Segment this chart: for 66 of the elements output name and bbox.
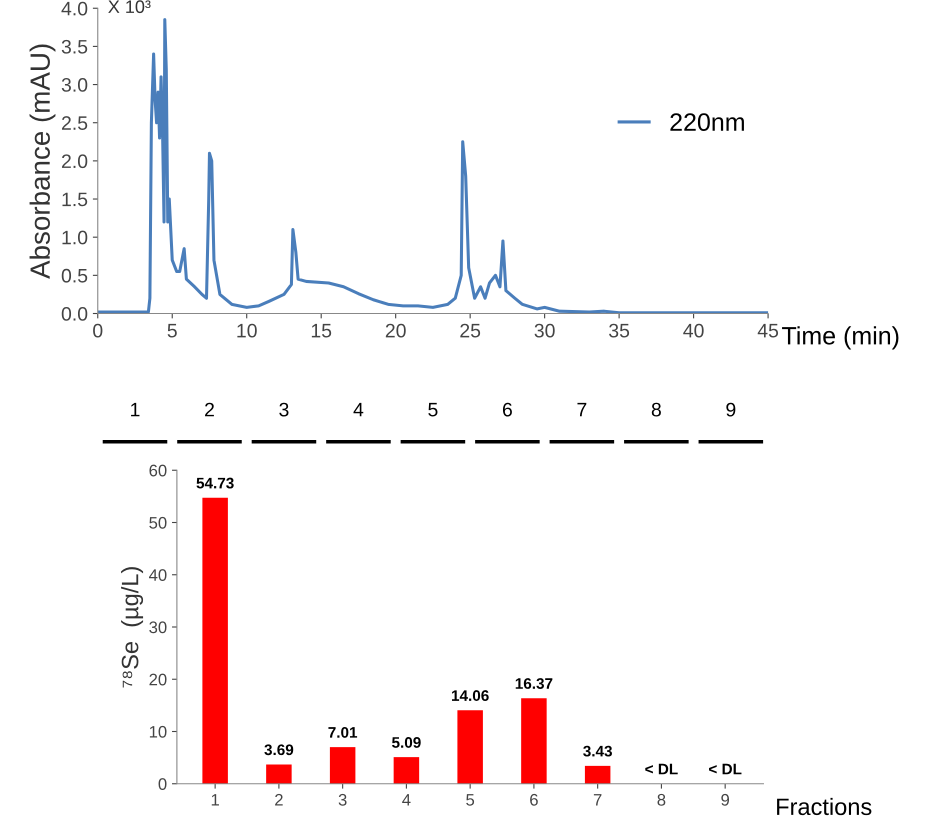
x-axis-title: Time (min) <box>782 326 898 350</box>
y-tick-label: 30 <box>149 621 167 634</box>
text: 2 <box>205 402 214 416</box>
y-axis-title: Absorbance (mAU) <box>30 44 56 279</box>
x-axis-title: Fractions <box>777 798 872 816</box>
x-tick-label: 30 <box>534 324 555 338</box>
x-tick-label: 35 <box>609 324 630 338</box>
bar <box>266 764 292 784</box>
x-tick-label: 5 <box>168 324 177 338</box>
x-tick-label: 7 <box>594 794 602 806</box>
x-tick-label: 20 <box>386 324 406 338</box>
y-tick-label: 4.0 <box>61 2 88 16</box>
x-tick-label: 45 <box>758 324 778 338</box>
text: < DL <box>709 764 742 774</box>
y-tick-label: 20 <box>149 674 167 686</box>
legend-label: 220nm <box>670 113 744 131</box>
data-label: 3.43 <box>583 746 612 757</box>
bar <box>394 757 420 784</box>
x-tick-label: 2 <box>275 794 283 806</box>
y-tick-label: 10 <box>150 726 167 738</box>
x-tick-label: 3 <box>338 794 347 806</box>
y-tick-label: 3.0 <box>62 78 88 92</box>
annotation: X 10³ <box>108 0 151 14</box>
text: 4 <box>353 402 364 416</box>
text: 9 <box>726 402 736 416</box>
data-label: 7.01 <box>328 727 358 738</box>
text: < DL <box>645 764 678 774</box>
y-axis-title: ⁷⁸Se (µg/L) <box>121 567 144 688</box>
x-tick-label: 0 <box>93 324 102 338</box>
y-tick-label: 60 <box>149 464 167 476</box>
data-label: 14.06 <box>452 690 489 701</box>
bar <box>521 698 547 784</box>
x-tick-label: 25 <box>460 324 480 338</box>
y-tick-label: 1.0 <box>62 230 88 244</box>
x-tick-label: 5 <box>466 794 474 806</box>
text: 8 <box>652 402 661 416</box>
y-tick-label: 40 <box>149 569 167 581</box>
text: 7 <box>577 402 586 416</box>
text: 5 <box>428 402 438 416</box>
text: 3 <box>279 402 289 416</box>
data-label: 54.73 <box>196 478 234 489</box>
bar <box>330 747 356 784</box>
text: 1 <box>131 402 140 416</box>
y-tick-label: 0.5 <box>62 268 88 283</box>
x-tick-label: 4 <box>402 794 411 806</box>
y-tick-label: 1.5 <box>62 192 88 206</box>
bar <box>202 498 228 784</box>
y-tick-label: 50 <box>149 516 167 529</box>
x-tick-label: 10 <box>237 324 257 338</box>
y-tick-label: 2.0 <box>62 154 88 168</box>
x-tick-label: 8 <box>658 794 666 806</box>
x-tick-label: 15 <box>312 324 332 338</box>
x-tick-label: 40 <box>683 324 704 338</box>
data-label: 3.69 <box>264 744 294 756</box>
data-label: 5.09 <box>392 737 421 748</box>
x-tick-label: 6 <box>530 794 538 806</box>
bar <box>457 710 483 784</box>
x-tick-label: 9 <box>721 794 730 806</box>
y-tick-label: 3.5 <box>62 40 88 54</box>
text: 6 <box>502 402 512 416</box>
y-tick-label: 0 <box>158 778 167 790</box>
y-tick-label: 0.0 <box>62 306 88 321</box>
y-tick-label: 2.5 <box>62 116 88 130</box>
x-tick-label: 1 <box>212 794 219 806</box>
bar <box>584 766 610 784</box>
data-label: 16.37 <box>516 678 552 689</box>
